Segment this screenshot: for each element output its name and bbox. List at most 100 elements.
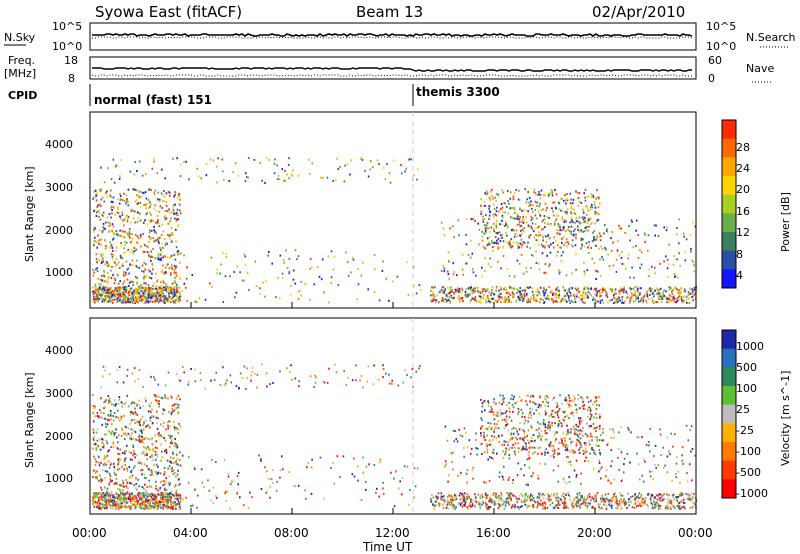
velocity-cell [139,406,142,409]
velocity-cell [164,480,167,483]
power-cell [136,170,138,172]
power-cell [515,188,517,191]
power-cell [547,297,549,300]
power-cell [601,248,604,251]
velocity-cell [525,448,527,451]
power-cell [521,209,523,212]
power-cell [668,288,671,291]
power-cell [682,232,685,235]
power-cell [498,210,500,213]
power-cell [558,272,561,275]
power-heatmap [92,157,698,304]
power-cell [570,216,573,219]
power-cell [532,297,534,300]
velocity-cell [115,428,117,431]
power-cell [156,288,159,291]
power-cell [138,299,140,302]
power-cell [529,234,532,236]
power-cell [111,229,113,232]
velocity-cell [168,445,171,448]
velocity-cell [116,483,119,486]
velocity-cell [620,507,622,510]
power-cell [478,243,480,246]
power-cell [519,295,521,298]
velocity-cell [124,497,126,500]
power-cell [485,214,487,217]
velocity-cell [553,492,556,495]
power-cell [500,292,502,295]
power-cell [565,211,567,214]
velocity-cell [431,503,434,506]
power-cell [98,298,100,301]
power-cell [517,290,519,293]
power-cell [506,189,509,192]
power-cell [96,289,98,292]
velocity-cell [597,503,600,506]
power-cell [110,216,112,219]
power-cell [587,230,590,233]
power-cell [131,264,134,267]
power-cell [165,209,168,212]
velocity-cell [106,454,109,457]
velocity-cell [543,506,545,509]
velocity-cell [98,499,100,502]
velocity-cell [124,450,126,453]
velocity-cell [155,487,157,490]
power-cell [588,241,590,244]
power-cell [569,286,571,289]
power-cell [290,285,292,287]
power-cell [170,254,173,257]
power-cell [558,201,560,204]
power-cell [109,224,111,227]
power-cell [539,293,541,296]
power-colorbar-swatch [722,176,736,196]
power-cell [595,244,597,247]
power-cell [508,245,511,248]
power-cell [447,273,450,275]
power-cell [637,257,640,259]
velocity-cell [120,496,123,499]
power-cell [587,246,589,249]
velocity-cell [157,490,160,493]
power-cell [488,207,490,210]
power-cell [510,238,513,241]
power-cell [169,211,171,214]
power-cell [104,297,107,300]
power-cell [244,180,247,183]
power-cell [495,227,498,229]
power-cell [150,293,153,295]
power-cell [562,251,564,254]
velocity-cell [113,399,116,402]
power-cell [104,247,107,250]
velocity-cell [99,448,102,451]
velocity-cell [508,503,510,506]
power-cell [176,284,178,286]
velocity-cell [109,400,111,403]
power-cell [158,210,161,213]
power-cell [657,292,660,295]
power-cell [169,266,172,269]
power-cell [498,289,500,292]
velocity-cell [143,487,145,490]
velocity-cell [159,503,162,506]
velocity-cell [98,438,101,441]
power-cell [243,279,245,282]
power-cell [158,198,161,201]
power-cell [121,211,123,214]
power-cell [492,301,495,304]
velocity-cell [115,492,118,495]
power-cell [111,295,113,298]
velocity-cell [105,399,107,402]
velocity-cell [155,458,157,461]
power-cell [585,213,588,216]
velocity-cell [93,439,95,442]
power-cell [528,196,531,199]
power-cell [551,194,554,197]
power-cell [157,198,159,201]
velocity-cell [103,464,105,467]
velocity-cell [464,502,466,505]
velocity-cell [143,438,145,440]
velocity-cell [663,498,665,501]
power-cell [111,258,114,261]
velocity-cell [461,493,463,495]
